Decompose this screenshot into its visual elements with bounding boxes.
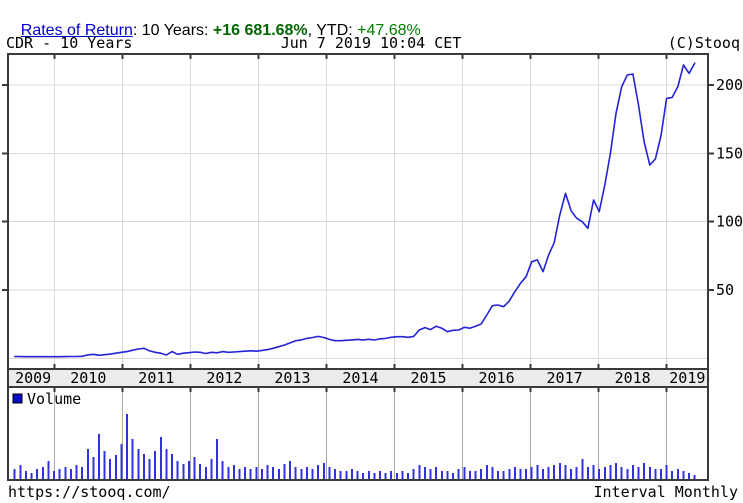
ytd-return-value: +47.68% [357, 22, 421, 39]
volume-legend-swatch [12, 393, 23, 404]
price-axis-labels: 50 100 150 200 [716, 76, 743, 299]
period-label: : 10 Years: [132, 22, 213, 39]
svg-text:2014: 2014 [342, 369, 378, 387]
svg-text:2012: 2012 [206, 369, 242, 387]
svg-text:50: 50 [716, 281, 734, 299]
interval-label: Interval Monthly [594, 483, 739, 501]
chart-copyright: (C)Stooq [668, 34, 740, 52]
svg-text:100: 100 [716, 213, 743, 231]
volume-gridlines [53, 388, 668, 479]
svg-text:150: 150 [716, 144, 743, 162]
rates-of-return-bar: Rates of Return: 10 Years: +16 681.68%, … [3, 2, 421, 59]
svg-text:200: 200 [716, 76, 743, 94]
plot-borders [7, 53, 709, 481]
plot-backgrounds [8, 369, 708, 387]
svg-text:2011: 2011 [138, 369, 174, 387]
ytd-label: , YTD: [307, 22, 358, 39]
chart-title: CDR - 10 Years [6, 34, 132, 52]
volume-bars [13, 414, 696, 479]
year-gridlines [53, 55, 668, 368]
tick-marks [2, 55, 714, 392]
svg-text:2009: 2009 [15, 369, 51, 387]
svg-text:2015: 2015 [410, 369, 446, 387]
year-axis-labels: 2009 2010 2011 2012 2013 2014 2015 2016 2017 2018… [15, 369, 705, 387]
svg-text:2018: 2018 [615, 369, 651, 387]
chart-timestamp: Jun 7 2019 10:04 CET [281, 34, 462, 52]
ten-year-return-value: +16 681.68% [212, 22, 308, 39]
svg-text:2019: 2019 [669, 369, 705, 387]
rates-of-return-link[interactable]: Rates of Return [20, 22, 133, 39]
stooq-url[interactable]: https://stooq.com/ [8, 483, 171, 501]
price-gridlines [9, 84, 707, 359]
svg-text:2016: 2016 [478, 369, 514, 387]
svg-text:2013: 2013 [274, 369, 310, 387]
svg-text:2017: 2017 [547, 369, 583, 387]
svg-text:2010: 2010 [70, 369, 106, 387]
price-line [13, 62, 696, 358]
volume-legend-label: Volume [27, 390, 81, 408]
